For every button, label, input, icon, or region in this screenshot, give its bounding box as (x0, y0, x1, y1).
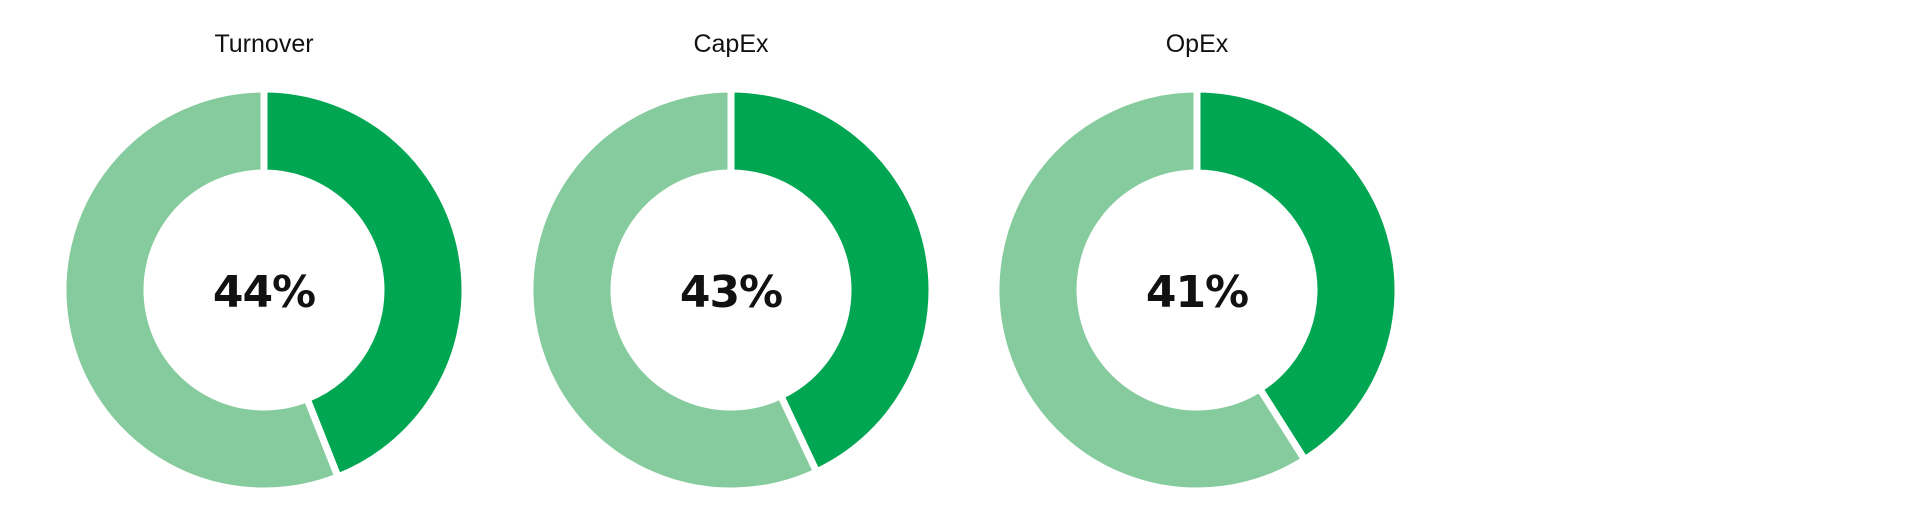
donut-slice-remainder (992, 85, 1310, 495)
center-value-label: 41% (1146, 267, 1248, 318)
donut-slice-highlight (1193, 85, 1402, 465)
donut-slices (526, 85, 936, 495)
donut-slice-remainder (526, 85, 822, 495)
donut-slice-highlight (727, 85, 936, 477)
donut-slices (992, 85, 1402, 495)
donut-slices (59, 85, 469, 495)
center-value-label: 43% (680, 267, 782, 318)
donut-slice-highlight (260, 85, 469, 482)
donut-chart-turnover: Turnover 44% (59, 30, 469, 495)
chart-title: CapEx (693, 30, 769, 58)
center-value-label: 44% (213, 267, 315, 318)
donut-chart-capex: CapEx 43% (526, 30, 936, 495)
chart-title: OpEx (1166, 30, 1229, 58)
donut-chart-opex: OpEx 41% (992, 30, 1402, 495)
chart-title: Turnover (214, 30, 313, 58)
donut-slice-remainder (59, 85, 343, 495)
